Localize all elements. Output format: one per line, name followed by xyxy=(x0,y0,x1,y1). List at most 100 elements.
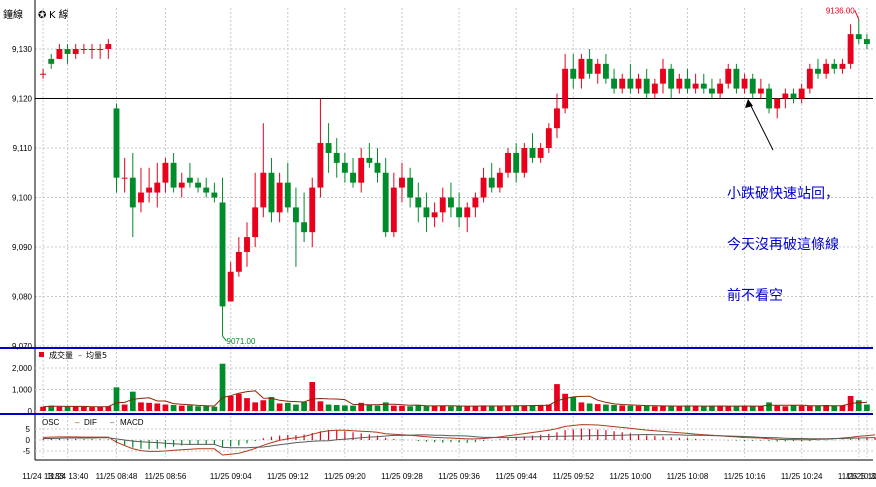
candle-body xyxy=(823,63,830,74)
x-tick-label: 11/25 08:56 xyxy=(145,472,187,481)
candle-body xyxy=(627,78,634,89)
candle-body xyxy=(48,58,55,64)
tab-minute-chart[interactable]: 鐘線 xyxy=(3,8,23,21)
candle-body xyxy=(806,68,813,89)
volume-bar xyxy=(603,404,609,411)
x-tick-label: 11/25 10:32 xyxy=(838,472,876,481)
volume-bar xyxy=(586,403,593,411)
x-tick-label: 11/25 10:00 xyxy=(610,472,652,481)
candle-body xyxy=(725,68,732,84)
volume-bar xyxy=(89,407,95,411)
candle-body xyxy=(733,68,740,89)
volume-bar xyxy=(733,406,740,411)
candle-body xyxy=(496,172,503,188)
x-tick-label: 11/25 10:24 xyxy=(781,472,823,481)
x-tick-label: 11/25 09:28 xyxy=(381,472,423,481)
volume-bar xyxy=(439,405,446,411)
volume-bar xyxy=(472,405,479,411)
volume-bar xyxy=(284,402,291,411)
volume-bar xyxy=(456,406,462,411)
candle-body xyxy=(80,49,87,50)
candle-body xyxy=(831,63,838,69)
volume-bar xyxy=(627,405,634,411)
macd-tick-label: 0 xyxy=(26,436,31,445)
candle-body xyxy=(178,182,185,188)
volume-bar xyxy=(717,405,723,411)
volume-bar xyxy=(464,406,471,411)
candle-body xyxy=(293,207,299,223)
volume-bar xyxy=(545,404,552,411)
volume-bar xyxy=(333,404,340,411)
candle-body xyxy=(464,207,471,218)
candle-body xyxy=(56,49,63,59)
volume-bar xyxy=(309,381,316,411)
candle-body xyxy=(537,148,544,158)
volume-bar xyxy=(562,393,568,411)
volume-bar xyxy=(676,406,683,411)
candle-body xyxy=(366,157,373,163)
volume-bar xyxy=(178,405,185,411)
candle-body xyxy=(684,78,691,89)
volume-ma-legend-label: 均量5 xyxy=(86,350,107,360)
candle-body xyxy=(97,49,104,50)
candle-body xyxy=(480,177,487,198)
volume-bar xyxy=(855,400,862,411)
volume-legend-label: 成交量 xyxy=(49,350,73,360)
candle-body xyxy=(268,172,275,213)
candle-body xyxy=(244,237,250,252)
candle-body xyxy=(863,39,870,45)
candle-body xyxy=(782,93,789,99)
candle-body xyxy=(643,78,650,94)
volume-bar xyxy=(700,406,707,411)
volume-bar xyxy=(790,405,797,411)
volume-bar xyxy=(741,406,748,411)
volume-bar xyxy=(529,405,536,411)
candle-body xyxy=(227,271,234,302)
volume-bar xyxy=(578,402,585,411)
annotation-line-2: 今天沒再破這條線 xyxy=(727,237,839,253)
price-tick-label: 9,080 xyxy=(12,293,33,302)
candle-body xyxy=(741,78,748,89)
volume-bar xyxy=(56,406,63,411)
volume-bar xyxy=(774,405,781,411)
candle-body xyxy=(105,44,112,49)
dif-legend-dash: – xyxy=(75,418,80,427)
candle-body xyxy=(162,162,169,183)
candle-body xyxy=(374,162,381,173)
candle-body xyxy=(668,68,675,89)
candle-body xyxy=(399,177,405,188)
candle-body xyxy=(660,68,666,84)
x-tick-label: 11/25 08:48 xyxy=(96,472,138,481)
candle-body xyxy=(717,83,724,94)
volume-bar xyxy=(431,405,438,411)
tab-k-line[interactable]: K 線 xyxy=(49,8,69,21)
volume-bar xyxy=(40,406,46,411)
volume-bar xyxy=(513,405,520,411)
volume-bar xyxy=(570,397,577,411)
volume-bar xyxy=(505,405,511,411)
volume-bar xyxy=(831,405,838,411)
volume-bar xyxy=(366,404,373,411)
candle-body xyxy=(121,177,128,179)
candle-body xyxy=(790,93,797,99)
candle-body xyxy=(113,108,120,178)
volume-bar xyxy=(203,406,210,411)
candle-body xyxy=(505,152,511,173)
volume-bar xyxy=(235,393,242,411)
candle-body xyxy=(709,88,715,94)
candle-body xyxy=(219,202,226,307)
volume-bar xyxy=(815,405,821,411)
x-tick-label: 11/25 09:36 xyxy=(438,472,480,481)
annotation-text: 小跌破快速站回， 今天沒再破這條線 前不看空 xyxy=(727,152,839,339)
volume-bar xyxy=(187,405,193,411)
volume-bar xyxy=(521,405,528,411)
x-tick-label: 11/25 09:52 xyxy=(552,472,594,481)
candle-body xyxy=(252,207,259,238)
candle-body xyxy=(64,49,71,54)
volume-bar xyxy=(390,405,397,411)
volume-tick-label: 2,000 xyxy=(12,364,33,373)
volume-legend-swatch xyxy=(39,352,44,357)
volume-bar xyxy=(839,405,846,411)
